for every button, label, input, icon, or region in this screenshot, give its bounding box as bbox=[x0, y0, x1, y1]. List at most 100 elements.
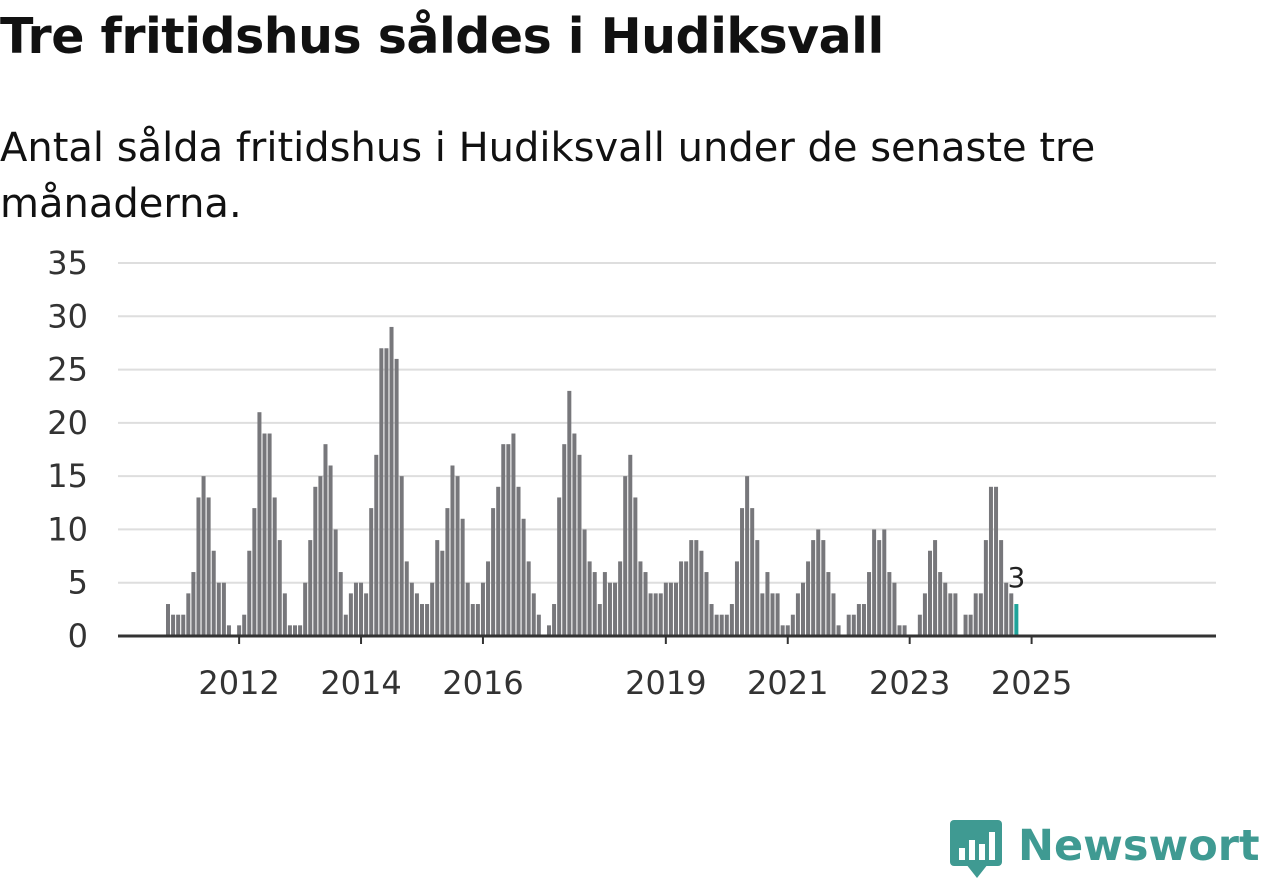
y-tick-label: 25 bbox=[47, 351, 88, 389]
bar bbox=[826, 572, 831, 636]
bar bbox=[663, 582, 668, 636]
bar bbox=[765, 572, 770, 636]
bar bbox=[668, 582, 673, 636]
bar bbox=[521, 518, 526, 636]
bar bbox=[674, 582, 678, 636]
bar bbox=[262, 433, 267, 636]
bar bbox=[567, 390, 572, 636]
bar bbox=[699, 550, 704, 636]
x-axis-ticks: 2012 2014 2016 2019 2021 2023 2025 bbox=[198, 636, 1072, 702]
y-tick-label: 35 bbox=[47, 244, 88, 282]
bar bbox=[496, 486, 501, 636]
bar bbox=[211, 550, 216, 636]
bar bbox=[811, 540, 816, 636]
bar bbox=[287, 625, 292, 636]
bar bbox=[877, 540, 882, 636]
bar bbox=[780, 625, 785, 636]
bar bbox=[247, 550, 252, 636]
bar bbox=[750, 508, 755, 636]
bar bbox=[801, 582, 805, 636]
bar bbox=[755, 540, 760, 636]
bar bbox=[983, 540, 988, 636]
bar bbox=[216, 582, 221, 636]
bar bbox=[364, 593, 369, 636]
bar bbox=[861, 604, 866, 636]
x-tick-label: 2019 bbox=[625, 664, 706, 702]
bar bbox=[1004, 582, 1009, 636]
bar bbox=[343, 614, 348, 636]
bar bbox=[658, 593, 663, 636]
bar bbox=[897, 625, 902, 636]
bar bbox=[526, 561, 531, 636]
bar bbox=[531, 593, 536, 636]
bar bbox=[618, 561, 623, 636]
bar bbox=[237, 625, 242, 636]
bar bbox=[653, 593, 658, 636]
bar bbox=[338, 572, 343, 636]
bar bbox=[206, 497, 211, 636]
bar bbox=[374, 454, 379, 636]
bar bbox=[404, 561, 409, 636]
bar bbox=[582, 529, 587, 636]
newsworthy-chart-bubble-icon bbox=[950, 820, 1002, 878]
bar bbox=[328, 465, 333, 636]
bar bbox=[821, 540, 826, 636]
y-tick-label: 5 bbox=[68, 564, 88, 602]
bar bbox=[491, 508, 496, 636]
bar bbox=[577, 454, 582, 636]
bar bbox=[221, 582, 226, 636]
bar bbox=[953, 593, 958, 636]
y-tick-label: 30 bbox=[47, 297, 88, 335]
bar bbox=[745, 476, 750, 636]
bar bbox=[572, 433, 577, 636]
bar bbox=[272, 497, 277, 636]
bar bbox=[795, 593, 800, 636]
bar bbox=[729, 604, 734, 636]
bar bbox=[318, 476, 323, 636]
bar bbox=[948, 593, 953, 636]
newsworthy-logo: Newsworthy bbox=[950, 818, 1262, 880]
bar bbox=[587, 561, 592, 636]
bar bbox=[867, 572, 872, 636]
bar bbox=[196, 497, 201, 636]
bar bbox=[399, 476, 404, 636]
bar bbox=[902, 625, 907, 636]
bar bbox=[257, 412, 262, 636]
bar bbox=[922, 593, 927, 636]
bar bbox=[293, 625, 297, 636]
bar bbox=[186, 593, 191, 636]
bar bbox=[384, 348, 389, 636]
bar bbox=[623, 476, 628, 636]
bar bbox=[602, 572, 607, 636]
bar bbox=[242, 614, 247, 636]
bar bbox=[313, 486, 318, 636]
bar bbox=[171, 614, 176, 636]
bar bbox=[303, 582, 308, 636]
bars bbox=[166, 326, 1019, 636]
bar bbox=[501, 444, 506, 636]
x-tick-label: 2016 bbox=[442, 664, 523, 702]
x-tick-label: 2025 bbox=[991, 664, 1072, 702]
bar bbox=[445, 508, 450, 636]
bar bbox=[734, 561, 739, 636]
bar bbox=[480, 582, 485, 636]
bar bbox=[806, 561, 811, 636]
x-tick-label: 2021 bbox=[747, 664, 828, 702]
bar bbox=[978, 593, 983, 636]
bar bbox=[846, 614, 851, 636]
bar bbox=[689, 540, 694, 636]
bar bbox=[267, 433, 272, 636]
bar bbox=[1009, 593, 1014, 636]
y-tick-label: 10 bbox=[47, 510, 88, 548]
bar bbox=[760, 593, 765, 636]
bar bbox=[679, 561, 684, 636]
bar bbox=[181, 614, 186, 636]
x-tick-label: 2012 bbox=[198, 664, 279, 702]
bar bbox=[562, 444, 567, 636]
x-tick-label: 2023 bbox=[869, 664, 950, 702]
bar bbox=[435, 540, 440, 636]
bar bbox=[719, 614, 724, 636]
bar bbox=[455, 476, 460, 636]
x-tick-label: 2014 bbox=[320, 664, 401, 702]
